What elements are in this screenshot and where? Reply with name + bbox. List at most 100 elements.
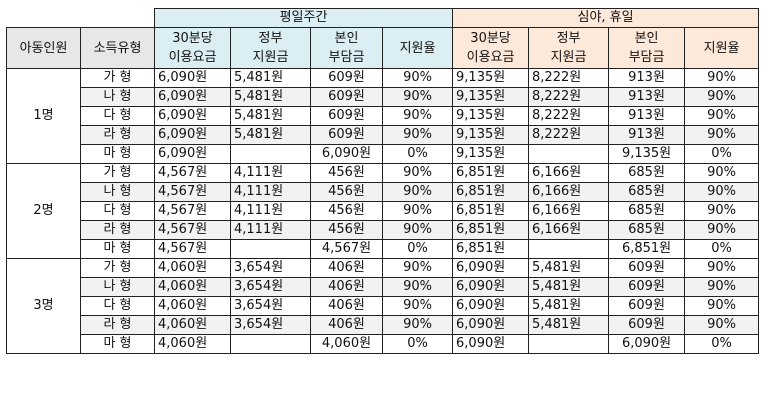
day-self-cell: 406원 [310,277,383,297]
col-header-day-rate: 지원율 [381,27,454,69]
night-fee-cell: 9,135원 [452,125,530,145]
income-type-cell: 라 형 [80,220,155,240]
night-self-cell: 6,851원 [608,239,686,259]
night-fee-cell: 6,851원 [452,201,530,221]
table-body: 1명 가 형 6,090원 5,481원 609원 90% 9,135원 8,222원 913원… [6,68,760,354]
night-fee-cell: 6,090원 [452,258,530,278]
night-gov-cell: 8,222원 [528,106,610,126]
day-fee-cell: 4,567원 [154,201,231,221]
night-fee-cell: 9,135원 [452,87,530,107]
income-type-cell: 다 형 [80,296,155,316]
night-self-cell: 913원 [608,87,686,107]
table-row: 마 형 6,090원 6,090원 0% 9,135원 9,135원 0% [7,144,760,164]
day-rate-cell: 0% [381,334,454,354]
group-header-row: 평일주간 심야, 휴일 [6,8,760,28]
night-rate-cell: 90% [684,87,760,107]
night-gov-cell: 5,481원 [528,277,610,297]
day-fee-cell: 4,060원 [154,296,231,316]
income-type-cell: 다 형 [80,106,155,126]
children-count-cell: 3명 [6,258,81,354]
day-fee-cell: 4,567원 [154,163,231,183]
children-count-cell: 1명 [6,68,81,164]
day-self-cell: 406원 [310,296,383,316]
day-rate-cell: 0% [381,239,454,259]
day-rate-cell: 90% [381,68,454,88]
day-rate-cell: 90% [381,87,454,107]
col-header-day-gov-line2: 지원금 [252,50,289,65]
night-self-cell: 9,135원 [608,144,686,164]
night-fee-cell: 6,090원 [452,277,530,297]
day-gov-cell [230,334,311,354]
day-gov-cell: 5,481원 [230,87,311,107]
night-rate-cell: 90% [684,315,760,335]
day-fee-cell: 6,090원 [154,125,231,145]
income-type-cell: 다 형 [80,201,155,221]
income-type-cell: 가 형 [80,68,155,88]
night-self-cell: 609원 [608,315,686,335]
night-gov-cell [528,334,610,354]
night-gov-cell [528,239,610,259]
table-row: 나 형 6,090원 5,481원 609원 90% 9,135원 8,222원 913원 90… [7,87,760,107]
night-self-cell: 913원 [608,68,686,88]
header-blank [6,8,155,28]
night-self-cell: 685원 [608,182,686,202]
night-rate-cell: 90% [684,201,760,221]
col-header-day-gov-line1: 정부 [258,31,283,46]
group-header-night-holiday: 심야, 휴일 [452,8,760,28]
day-self-cell: 6,090원 [310,144,383,164]
day-gov-cell: 3,654원 [230,277,311,297]
table-row: 다 형 6,090원 5,481원 609원 90% 9,135원 8,222원 913원 90… [7,106,760,126]
day-rate-cell: 90% [381,163,454,183]
day-self-cell: 609원 [310,125,383,145]
night-rate-cell: 0% [684,239,760,259]
night-rate-cell: 90% [684,220,760,240]
col-header-children: 아동인원 [6,27,81,69]
day-self-cell: 609원 [310,68,383,88]
table-row: 나 형 4,567원 4,111원 456원 90% 6,851원 6,166원 685원 90… [7,182,760,202]
night-gov-cell: 5,481원 [528,296,610,316]
col-header-night-self-line2: 부담금 [628,50,665,65]
col-header-night-fee-line2: 이용요금 [466,50,515,65]
income-type-cell: 마 형 [80,239,155,259]
day-fee-cell: 4,060원 [154,315,231,335]
night-self-cell: 913원 [608,125,686,145]
day-fee-cell: 4,567원 [154,182,231,202]
column-header-row: 아동인원 소득유형 30분당 이용요금 정부 지원금 본인 부담금 지원율 30분당 이… [6,27,760,69]
night-self-cell: 913원 [608,106,686,126]
day-gov-cell [230,239,311,259]
night-fee-cell: 9,135원 [452,106,530,126]
day-gov-cell: 5,481원 [230,68,311,88]
night-fee-cell: 6,851원 [452,163,530,183]
col-header-night-fee: 30분당 이용요금 [452,27,530,69]
night-rate-cell: 90% [684,258,760,278]
night-self-cell: 609원 [608,258,686,278]
night-gov-cell: 8,222원 [528,125,610,145]
table-row: 라 형 4,567원 4,111원 456원 90% 6,851원 6,166원 685원 90… [7,220,760,240]
night-gov-cell: 5,481원 [528,315,610,335]
day-gov-cell [230,144,311,164]
day-self-cell: 456원 [310,201,383,221]
col-header-night-self-line1: 본인 [634,31,659,46]
day-fee-cell: 4,060원 [154,334,231,354]
night-gov-cell: 6,166원 [528,163,610,183]
day-gov-cell: 3,654원 [230,296,311,316]
night-rate-cell: 90% [684,296,760,316]
night-fee-cell: 6,851원 [452,239,530,259]
income-type-cell: 나 형 [80,182,155,202]
night-self-cell: 609원 [608,296,686,316]
night-rate-cell: 90% [684,68,760,88]
day-fee-cell: 4,567원 [154,220,231,240]
table-row: 나 형 4,060원 3,654원 406원 90% 6,090원 5,481원 609원 90… [7,277,760,297]
day-gov-cell: 3,654원 [230,315,311,335]
col-header-day-self-line1: 본인 [334,31,359,46]
day-fee-cell: 6,090원 [154,87,231,107]
night-gov-cell: 8,222원 [528,68,610,88]
day-self-cell: 406원 [310,315,383,335]
day-fee-cell: 4,567원 [154,239,231,259]
night-self-cell: 685원 [608,220,686,240]
night-fee-cell: 6,851원 [452,220,530,240]
day-rate-cell: 90% [381,315,454,335]
night-gov-cell: 6,166원 [528,201,610,221]
night-self-cell: 685원 [608,201,686,221]
day-fee-cell: 4,060원 [154,258,231,278]
